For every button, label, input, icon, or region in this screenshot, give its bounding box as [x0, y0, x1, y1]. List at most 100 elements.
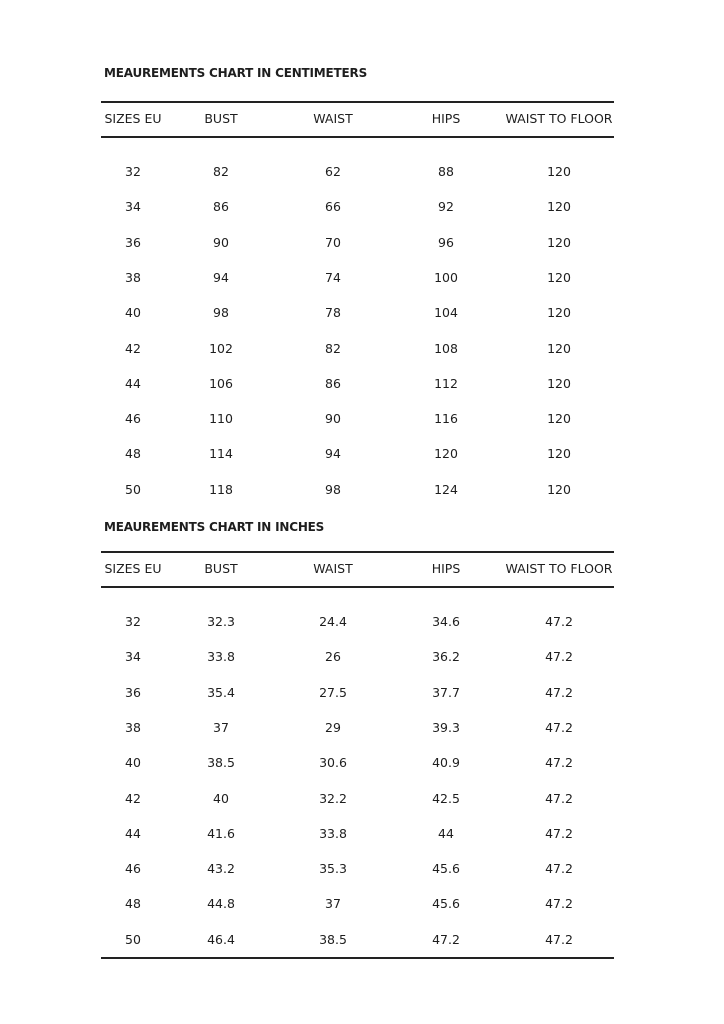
table-cell: 50: [125, 931, 141, 947]
table-cell: 41.6: [207, 825, 235, 841]
column-header: HIPS: [431, 111, 461, 126]
table-cell: 40: [213, 790, 229, 806]
table-cell: 44: [125, 375, 141, 391]
table-cell: 120: [547, 234, 571, 250]
table-cell: 47.2: [432, 931, 460, 947]
table-cell: 32: [125, 164, 141, 179]
table-cell: 120: [547, 481, 571, 497]
table-top-rule: [101, 101, 614, 103]
table-row: 46 43.2 35.3 45.6 47.2: [101, 859, 614, 879]
table-cell: 30.6: [319, 755, 347, 771]
column-header: WAIST TO FLOOR: [505, 111, 613, 126]
table-cell: 114: [209, 446, 233, 462]
table-row: 46 110 90 116 120: [101, 409, 614, 429]
table-cell: 120: [547, 446, 571, 462]
table-row: 50 46.4 38.5 47.2 47.2: [101, 930, 614, 950]
table-row: 48 44.8 37 45.6 47.2: [101, 894, 614, 914]
table-cell: 34: [125, 199, 141, 215]
table-header-row: SIZES EU BUST WAIST HIPS WAIST TO FLOOR: [101, 109, 614, 129]
table-cell: 40: [125, 755, 141, 771]
table-cell: 29: [325, 719, 341, 735]
table-cell: 37.7: [432, 684, 460, 700]
table-cell: 90: [213, 234, 229, 250]
table-cell: 42.5: [432, 790, 460, 806]
table-cell: 38.5: [207, 755, 235, 771]
table-cell: 46: [125, 411, 141, 427]
table-cell: 47.2: [545, 861, 573, 877]
table-cell: 44: [125, 825, 141, 841]
table-cell: 96: [438, 234, 454, 250]
table-cell: 34.6: [432, 614, 460, 629]
table-row: 34 86 66 92 120: [101, 197, 614, 217]
table-cell: 82: [213, 164, 229, 179]
table-cell: 33.8: [319, 825, 347, 841]
table-row: 50 118 98 124 120: [101, 480, 614, 500]
table-cell: 66: [325, 199, 341, 215]
table-row: 38 37 29 39.3 47.2: [101, 718, 614, 738]
table-cell: 42: [125, 340, 141, 356]
table-header-row: SIZES EU BUST WAIST HIPS WAIST TO FLOOR: [101, 559, 614, 579]
table-cell: 120: [547, 340, 571, 356]
table-cell: 106: [209, 375, 233, 391]
table-cell: 94: [213, 269, 229, 285]
table-cell: 45.6: [432, 896, 460, 912]
table-cell: 38.5: [319, 931, 347, 947]
table-cell: 112: [434, 375, 458, 391]
table-cell: 82: [325, 340, 341, 356]
table-row: 40 98 78 104 120: [101, 303, 614, 323]
table-cell: 62: [325, 164, 341, 179]
table-cell: 108: [434, 340, 458, 356]
table-title: MEAUREMENTS CHART IN INCHES: [104, 520, 325, 534]
table-row: 44 41.6 33.8 44 47.2: [101, 824, 614, 844]
table-row: 34 33.8 26 36.2 47.2: [101, 647, 614, 667]
table-cell: 120: [547, 411, 571, 427]
table-row: 42 102 82 108 120: [101, 339, 614, 359]
table-row: 38 94 74 100 120: [101, 268, 614, 288]
table-cell: 33.8: [207, 649, 235, 665]
table-cell: 116: [434, 411, 458, 427]
table-cell: 120: [547, 375, 571, 391]
table-row: 44 106 86 112 120: [101, 374, 614, 394]
table-cell: 90: [325, 411, 341, 427]
table-cell: 120: [434, 446, 458, 462]
column-header: WAIST TO FLOOR: [505, 561, 613, 576]
column-header: SIZES EU: [104, 561, 162, 576]
table-cell: 47.2: [545, 684, 573, 700]
table-cell: 44.8: [207, 896, 235, 912]
column-header: SIZES EU: [104, 111, 162, 126]
table-cell: 47.2: [545, 755, 573, 771]
table-cell: 27.5: [319, 684, 347, 700]
table-cell: 47.2: [545, 614, 573, 629]
table-cell: 86: [325, 375, 341, 391]
table-cell: 47.2: [545, 825, 573, 841]
table-cell: 47.2: [545, 719, 573, 735]
table-title: MEAUREMENTS CHART IN CENTIMETERS: [104, 66, 368, 80]
table-cell: 45.6: [432, 861, 460, 877]
table-cell: 32.3: [207, 614, 235, 629]
table-top-rule: [101, 551, 614, 553]
table-cell: 46: [125, 861, 141, 877]
table-cell: 44: [438, 825, 454, 841]
table-row: 32 82 62 88 120: [101, 162, 614, 182]
column-header: WAIST: [313, 561, 353, 576]
table-row: 36 90 70 96 120: [101, 233, 614, 253]
table-cell: 120: [547, 305, 571, 321]
table-header-rule: [101, 586, 614, 588]
table-row: 36 35.4 27.5 37.7 47.2: [101, 683, 614, 703]
table-cell: 100: [434, 269, 458, 285]
column-header: HIPS: [431, 561, 461, 576]
table-cell: 38: [125, 719, 141, 735]
table-cell: 47.2: [545, 790, 573, 806]
table-cell: 120: [547, 269, 571, 285]
column-header: BUST: [204, 561, 238, 576]
table-cell: 86: [213, 199, 229, 215]
table-cell: 38: [125, 269, 141, 285]
table-row: 32 32.3 24.4 34.6 47.2: [101, 612, 614, 632]
table-cell: 74: [325, 269, 341, 285]
table-cell: 70: [325, 234, 341, 250]
table-cell: 47.2: [545, 649, 573, 665]
table-cell: 32: [125, 614, 141, 629]
table-cell: 110: [209, 411, 233, 427]
table-cell: 32.2: [319, 790, 347, 806]
table-row: 42 40 32.2 42.5 47.2: [101, 789, 614, 809]
